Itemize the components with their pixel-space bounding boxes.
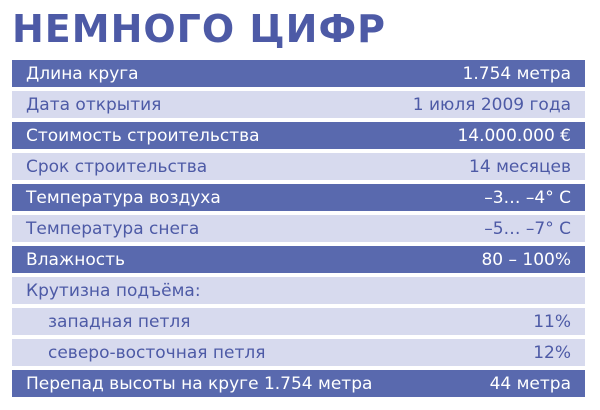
row-value: 1 июля 2009 года	[412, 94, 571, 115]
row-label: Стоимость строительства	[26, 125, 260, 146]
row-label: Перепад высоты на круге 1.754 метра	[26, 373, 373, 394]
table-row: Длина круга 1.754 метра	[12, 60, 585, 87]
row-value: –3… –4° C	[484, 187, 571, 208]
row-value: 14 месяцев	[469, 156, 571, 177]
row-label: Влажность	[26, 249, 126, 270]
table-row: Срок строительства 14 месяцев	[12, 153, 585, 180]
page-title: НЕМНОГО ЦИФР	[12, 7, 387, 51]
row-label: Температура снега	[26, 218, 200, 239]
row-label: Дата открытия	[26, 94, 162, 115]
row-label: западная петля	[48, 311, 191, 332]
row-label: Срок строительства	[26, 156, 208, 177]
row-value: 44 метра	[489, 373, 571, 394]
table-row: Дата открытия 1 июля 2009 года	[12, 91, 585, 118]
row-value: –5… –7° C	[484, 218, 571, 239]
table-row: западная петля 11%	[12, 308, 585, 335]
row-value: 1.754 метра	[462, 63, 571, 84]
table-row: Стоимость строительства 14.000.000 €	[12, 122, 585, 149]
row-label: северо-восточная петля	[48, 342, 266, 363]
table-row: Температура воздуха –3… –4° C	[12, 184, 585, 211]
table-row: Крутизна подъёма:	[12, 277, 585, 304]
table-row: Температура снега –5… –7° C	[12, 215, 585, 242]
row-label: Длина круга	[26, 63, 139, 84]
row-value: 14.000.000 €	[457, 125, 571, 146]
row-value: 11%	[533, 311, 571, 332]
row-value: 12%	[533, 342, 571, 363]
table-row: Влажность 80 – 100%	[12, 246, 585, 273]
table-row: Перепад высоты на круге 1.754 метра 44 м…	[12, 370, 585, 397]
row-value: 80 – 100%	[481, 249, 571, 270]
row-label: Крутизна подъёма:	[26, 280, 201, 301]
table-row: северо-восточная петля 12%	[12, 339, 585, 366]
facts-table: Длина круга 1.754 метра Дата открытия 1 …	[12, 60, 585, 401]
row-label: Температура воздуха	[26, 187, 221, 208]
